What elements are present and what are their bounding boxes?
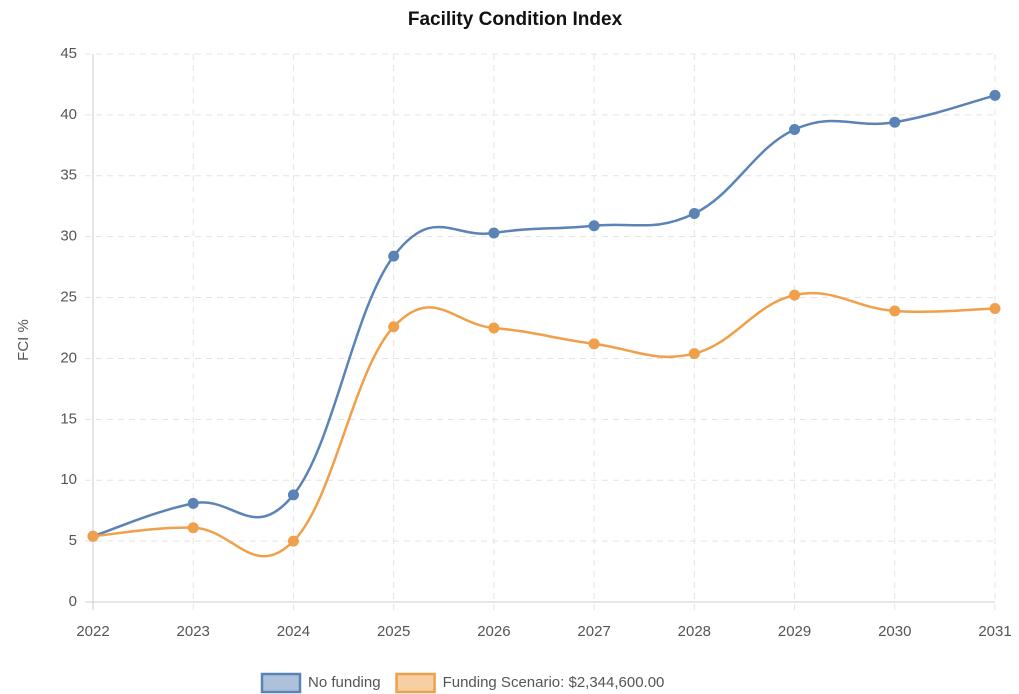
y-tick-label: 20: [60, 349, 77, 366]
x-tick-label: 2025: [377, 623, 410, 640]
point: [789, 289, 801, 301]
y-tick-label: 5: [69, 532, 77, 549]
point: [889, 116, 901, 128]
line: [92, 94, 996, 538]
point: [488, 322, 500, 334]
point: [688, 208, 700, 220]
point: [187, 497, 199, 509]
x-tick-label: 2028: [678, 623, 711, 640]
point: [889, 305, 901, 317]
y-tick-label: 45: [60, 45, 77, 62]
x-tick-label: 2031: [978, 623, 1011, 640]
y-tick-label: 10: [60, 471, 77, 488]
y-axis-label: FCI %: [15, 319, 32, 361]
y-tick-label: 0: [69, 593, 77, 610]
x-tick-label: 2030: [878, 623, 911, 640]
x-tick-label: 2027: [577, 623, 610, 640]
legend-swatch[interactable]: [395, 672, 436, 694]
y-tick-label: 30: [60, 228, 77, 245]
point: [388, 321, 400, 333]
y-tick-label: 35: [60, 167, 77, 184]
x-tick-label: 2022: [76, 623, 109, 640]
x-tick-label: 2024: [277, 623, 310, 640]
point: [688, 348, 700, 360]
legend-swatch[interactable]: [260, 672, 302, 694]
chart-title: Facility Condition Index: [408, 9, 623, 30]
x-tick-label: 2023: [177, 623, 210, 640]
point: [989, 303, 1001, 315]
point: [989, 89, 1001, 101]
point: [287, 489, 299, 501]
y-tick-label: 25: [60, 289, 77, 306]
point: [588, 338, 600, 350]
point: [388, 250, 400, 262]
x-tick-label: 2026: [477, 623, 510, 640]
line: [92, 291, 996, 558]
y-tick-label: 15: [60, 410, 77, 427]
point: [87, 530, 99, 542]
point: [287, 535, 299, 547]
point: [488, 227, 500, 239]
legend-label[interactable]: No funding: [308, 674, 381, 691]
point: [187, 522, 199, 534]
point: [789, 124, 801, 136]
x-tick-label: 2029: [778, 623, 811, 640]
y-tick-label: 40: [60, 106, 77, 123]
legend-label[interactable]: Funding Scenario: $2,344,600.00: [443, 674, 665, 691]
point: [588, 220, 600, 232]
